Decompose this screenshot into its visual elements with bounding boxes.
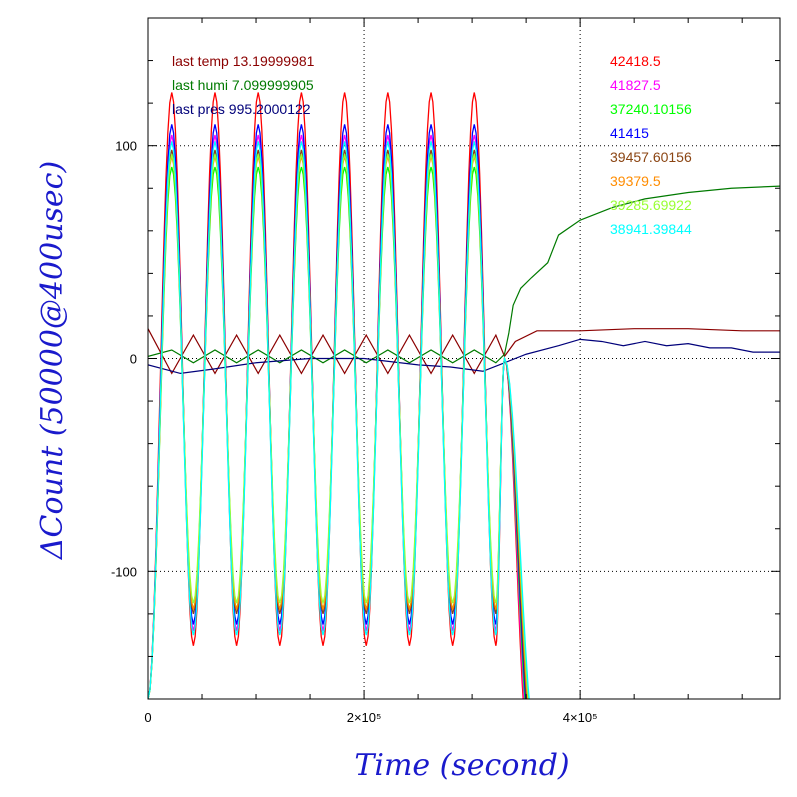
x-tick-label: 4×10⁵ bbox=[563, 710, 598, 725]
environment-curve-temperature bbox=[148, 328, 780, 375]
x-axis-title: Time (second) bbox=[354, 748, 569, 783]
legend-entry: 39285.69922 bbox=[610, 197, 692, 213]
y-tick-label: -100 bbox=[111, 564, 137, 579]
legend-entry: 42418.5 bbox=[610, 53, 661, 69]
y-tick-label: 0 bbox=[130, 352, 137, 367]
legend-entry: 39457.60156 bbox=[610, 149, 692, 165]
axis-ticks bbox=[147, 17, 780, 700]
legend: last temp 13.19999981 last humi 7.0999999… bbox=[172, 53, 692, 237]
y-axis-title: ΔCount (50000@400usec) bbox=[35, 161, 70, 560]
series-line-7 bbox=[148, 141, 530, 699]
legend-entry: 41415 bbox=[610, 125, 649, 141]
legend-entry: 38941.39844 bbox=[610, 221, 692, 237]
series-line-3 bbox=[148, 124, 527, 699]
series-line-1 bbox=[148, 134, 525, 699]
tick-labels: 0 2×10⁵ 4×10⁵ 100 0 -100 bbox=[111, 139, 598, 725]
env-label: last humi 7.099999905 bbox=[172, 77, 314, 93]
x-tick-label: 2×10⁵ bbox=[347, 710, 382, 725]
legend-entry: 41827.5 bbox=[610, 77, 661, 93]
series-line-5 bbox=[148, 156, 529, 699]
y-tick-label: 100 bbox=[115, 139, 137, 154]
series-line-2 bbox=[148, 166, 526, 699]
x-tick-label: 0 bbox=[144, 710, 151, 725]
series-line-6 bbox=[148, 154, 529, 699]
env-label: last pres 995.2000122 bbox=[172, 101, 311, 117]
legend-entry: 39379.5 bbox=[610, 173, 661, 189]
series-line-4 bbox=[148, 149, 528, 699]
environment-curve-pressure bbox=[148, 338, 780, 375]
series-lines bbox=[148, 92, 780, 699]
env-label: last temp 13.19999981 bbox=[172, 53, 315, 69]
series-line-0 bbox=[148, 92, 524, 699]
legend-entry: 37240.10156 bbox=[610, 101, 692, 117]
